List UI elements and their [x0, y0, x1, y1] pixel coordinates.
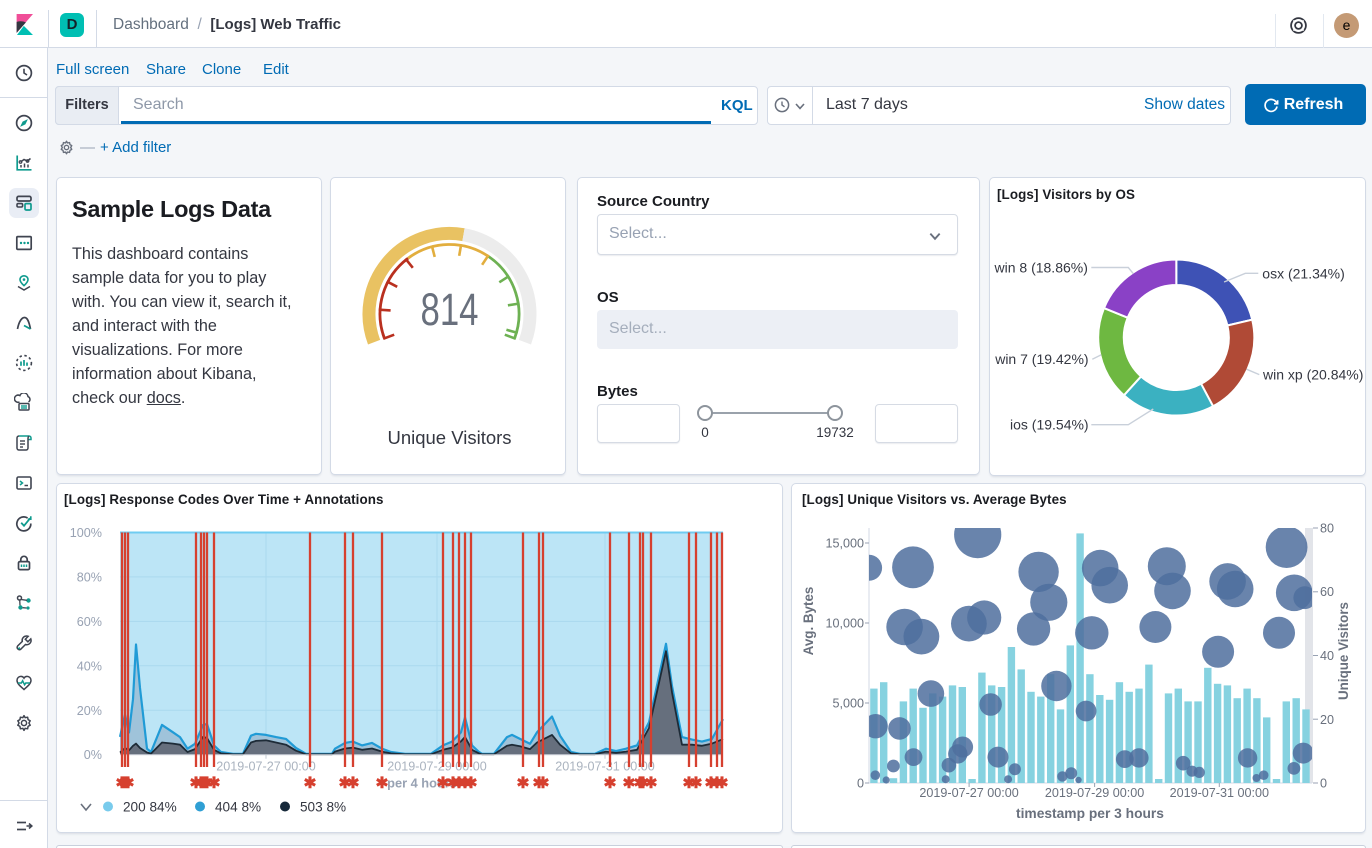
svg-text:✱: ✱ [119, 775, 132, 792]
svg-text:60%: 60% [77, 615, 102, 629]
svg-text:✱: ✱ [437, 775, 450, 792]
svg-text:✱: ✱ [195, 775, 208, 792]
svg-text:win 7 (19.42%): win 7 (19.42%) [994, 351, 1088, 367]
svg-text:✱: ✱ [517, 775, 530, 792]
svg-text:20: 20 [1320, 713, 1334, 727]
svg-text:✱: ✱ [376, 775, 389, 792]
svg-text:osx (21.34%): osx (21.34%) [1262, 265, 1344, 281]
svg-text:0: 0 [701, 425, 709, 440]
svg-text:✱: ✱ [201, 775, 214, 792]
svg-text:Avg. Bytes: Avg. Bytes [801, 587, 816, 656]
svg-text:per 4 hours: per 4 hours [387, 776, 457, 791]
svg-text:40%: 40% [77, 659, 102, 673]
svg-text:✱: ✱ [459, 775, 472, 792]
svg-text:win xp (20.84%): win xp (20.84%) [1262, 367, 1363, 383]
svg-text:✱: ✱ [304, 775, 317, 792]
svg-text:100%: 100% [70, 526, 102, 540]
svg-text:✱: ✱ [711, 775, 724, 792]
svg-text:0: 0 [1320, 777, 1327, 791]
svg-text:✱: ✱ [537, 775, 550, 792]
svg-text:✱: ✱ [623, 775, 636, 792]
svg-text:814: 814 [421, 284, 479, 335]
svg-text:0: 0 [857, 777, 864, 791]
svg-text:503 8%: 503 8% [300, 800, 346, 815]
svg-text:✱: ✱ [208, 775, 221, 792]
svg-text:✱: ✱ [634, 775, 647, 792]
svg-text:2019-07-31 00:00: 2019-07-31 00:00 [1170, 786, 1269, 800]
svg-text:19732: 19732 [816, 425, 854, 440]
svg-text:200 84%: 200 84% [123, 800, 177, 815]
svg-text:80: 80 [1320, 522, 1334, 536]
svg-text:✱: ✱ [447, 775, 460, 792]
svg-text:✱: ✱ [716, 775, 729, 792]
svg-text:20%: 20% [77, 704, 102, 718]
svg-text:win 8 (18.86%): win 8 (18.86%) [994, 260, 1088, 276]
svg-text:✱: ✱ [683, 775, 696, 792]
svg-text:40: 40 [1320, 649, 1334, 663]
svg-text:Unique Visitors: Unique Visitors [1336, 602, 1351, 700]
svg-text:2019-07-27 00:00: 2019-07-27 00:00 [919, 786, 1018, 800]
svg-text:✱: ✱ [637, 775, 650, 792]
svg-text:✱: ✱ [347, 775, 360, 792]
svg-text:✱: ✱ [465, 775, 478, 792]
svg-text:✱: ✱ [122, 775, 135, 792]
svg-text:✱: ✱ [190, 775, 203, 792]
svg-text:✱: ✱ [339, 775, 352, 792]
svg-text:timestamp per 3 hours: timestamp per 3 hours [1016, 806, 1164, 821]
svg-text:✱: ✱ [645, 775, 658, 792]
svg-text:✱: ✱ [116, 775, 129, 792]
svg-text:✱: ✱ [453, 775, 466, 792]
svg-text:2019-07-29 00:00: 2019-07-29 00:00 [387, 760, 486, 774]
svg-text:✱: ✱ [533, 775, 546, 792]
svg-text:✱: ✱ [198, 775, 211, 792]
svg-text:✱: ✱ [705, 775, 718, 792]
svg-text:5,000: 5,000 [832, 697, 864, 711]
svg-text:60: 60 [1320, 585, 1334, 599]
svg-text:404 8%: 404 8% [215, 800, 261, 815]
svg-text:✱: ✱ [604, 775, 617, 792]
svg-text:ios (19.54%): ios (19.54%) [1010, 417, 1089, 433]
svg-text:2019-07-27 00:00: 2019-07-27 00:00 [216, 760, 315, 774]
svg-text:0%: 0% [84, 748, 102, 762]
svg-text:2019-07-29 00:00: 2019-07-29 00:00 [1045, 786, 1144, 800]
svg-text:10,000: 10,000 [825, 617, 864, 631]
svg-text:✱: ✱ [690, 775, 703, 792]
svg-text:80%: 80% [77, 570, 102, 584]
svg-text:Unique Visitors: Unique Visitors [387, 427, 511, 448]
svg-text:15,000: 15,000 [825, 537, 864, 551]
